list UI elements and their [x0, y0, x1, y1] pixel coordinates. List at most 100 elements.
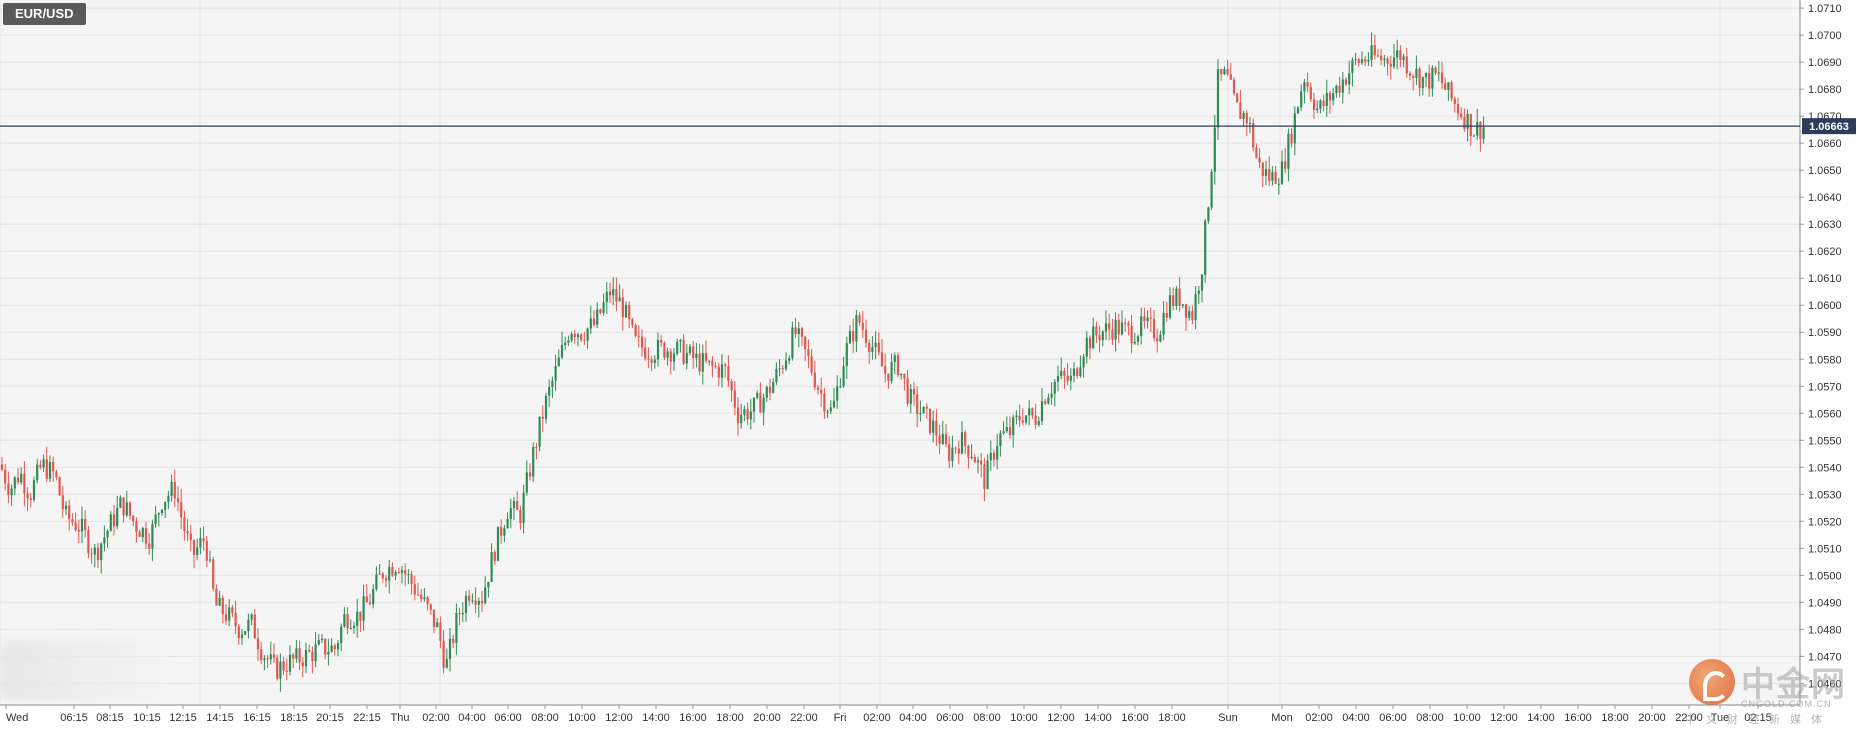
candle-body [743, 409, 746, 416]
x-tick-label: 06:00 [936, 712, 964, 724]
candle-body [1274, 171, 1277, 184]
candle-body [1344, 79, 1348, 85]
candle-body [1092, 326, 1095, 349]
candle-body [381, 573, 384, 579]
plot-background [0, 0, 1800, 705]
candle-body [176, 498, 180, 503]
candle-body [1360, 59, 1364, 64]
candle-body [858, 315, 861, 323]
candle-body [1408, 73, 1412, 76]
x-tick-label: 06:15 [60, 712, 88, 724]
candle-body [1114, 319, 1117, 340]
candle-body [765, 386, 768, 398]
candle-body [1271, 171, 1274, 181]
candle-body [656, 339, 660, 360]
candle-body [1268, 169, 1271, 181]
candle-body [368, 602, 372, 605]
candle-body [464, 595, 468, 614]
candle-body [1207, 207, 1210, 221]
candle-body [1213, 127, 1216, 172]
candle-body [820, 389, 823, 394]
candle-body [333, 645, 336, 650]
candle-body [967, 445, 970, 458]
candle-body [503, 528, 506, 536]
candle-body [1223, 69, 1226, 75]
x-tick-label: 22:15 [353, 712, 381, 724]
candle-body [135, 521, 138, 532]
candle-body [343, 613, 346, 627]
candle-body [1325, 93, 1328, 106]
candle-body [976, 460, 980, 463]
candle-body [365, 596, 368, 603]
candle-body [1296, 107, 1300, 114]
candle-body [708, 360, 711, 362]
candle-body [554, 366, 557, 381]
candle-body [1341, 79, 1344, 93]
candle-body [32, 480, 36, 500]
candle-body [1152, 318, 1156, 339]
candle-body [55, 471, 58, 478]
y-tick-label: 1.0470 [1808, 651, 1842, 663]
candle-body [48, 461, 52, 479]
candle-body [1117, 319, 1120, 335]
candle-body [1156, 338, 1159, 342]
candle-body [77, 529, 80, 532]
candle-body [122, 497, 125, 516]
candle-body [205, 540, 208, 561]
x-tick-label: 10:00 [568, 712, 596, 724]
x-tick-label: 02:00 [422, 712, 450, 724]
candle-body [948, 444, 951, 462]
candle-body [1143, 316, 1146, 322]
candle-body [1245, 112, 1248, 124]
candle-body [372, 589, 375, 605]
candle-body [109, 514, 112, 531]
candle-body [74, 522, 77, 530]
candle-body [884, 366, 887, 374]
y-tick-label: 1.0520 [1808, 516, 1842, 528]
candle-body [388, 566, 391, 581]
candle-body [432, 609, 436, 628]
x-tick-label: 04:00 [1342, 712, 1370, 724]
candle-body [644, 347, 647, 359]
candle-body [567, 340, 570, 343]
candle-body [1424, 73, 1428, 78]
candle-body [218, 597, 221, 606]
candle-body [861, 322, 864, 330]
candle-body [1229, 74, 1232, 80]
candle-body [157, 513, 160, 515]
candle-body [1383, 58, 1386, 61]
candle-body [1469, 114, 1472, 136]
candle-body [916, 394, 919, 414]
candle-body [1284, 161, 1287, 169]
candle-body [807, 349, 810, 356]
y-tick-label: 1.0640 [1808, 192, 1842, 204]
candle-body [199, 538, 202, 548]
x-tick-label: 12:00 [1047, 712, 1075, 724]
candle-body [951, 447, 954, 462]
candle-body [557, 357, 560, 367]
candle-body [132, 515, 135, 522]
x-tick-label: 18:00 [1158, 712, 1186, 724]
candle-body [1348, 73, 1351, 85]
candle-body [260, 649, 263, 661]
candle-body [973, 456, 976, 463]
candle-body [480, 600, 484, 604]
candle-body [375, 574, 378, 590]
candle-body [1316, 108, 1319, 111]
candle-body [637, 336, 640, 338]
candle-body [141, 528, 144, 537]
x-tick-label: 22:00 [790, 712, 818, 724]
y-tick-label: 1.0460 [1808, 678, 1842, 690]
candle-body [1482, 127, 1485, 139]
candle-body [804, 336, 807, 350]
candle-body [119, 497, 122, 508]
candle-body [685, 352, 688, 364]
candle-body [1108, 323, 1111, 330]
candle-body [1082, 356, 1085, 368]
candle-body [1466, 114, 1469, 129]
candle-body [1447, 82, 1450, 90]
candle-body [1120, 322, 1124, 335]
candle-body [1440, 72, 1444, 84]
